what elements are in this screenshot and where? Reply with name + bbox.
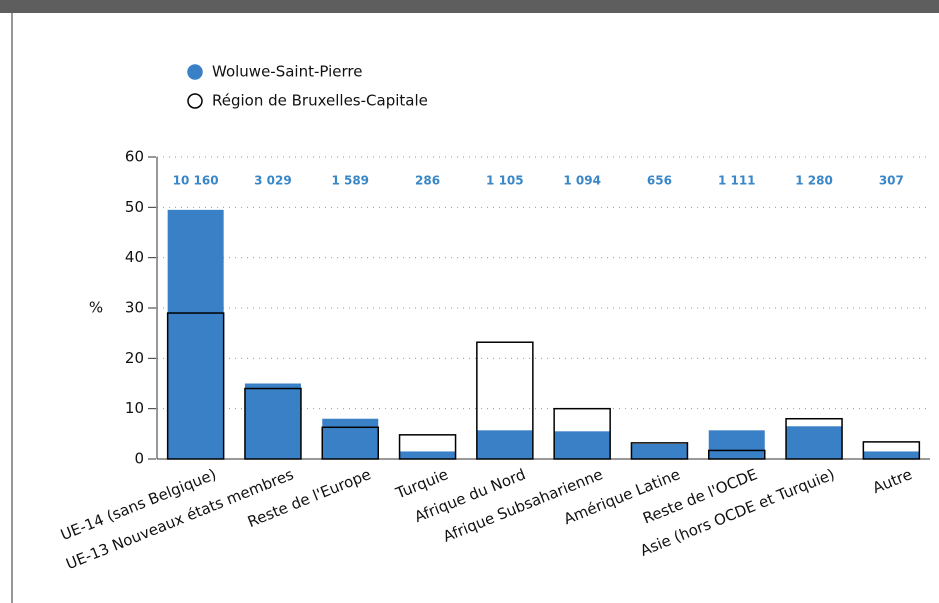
legend-label: Région de Bruxelles-Capitale xyxy=(212,92,428,110)
outline-bar xyxy=(862,441,921,460)
header-bar xyxy=(0,0,939,13)
bar xyxy=(708,430,765,459)
bar xyxy=(244,383,301,459)
bar xyxy=(554,431,611,459)
outline-bar xyxy=(321,426,379,460)
count-label: 1 111 xyxy=(718,174,756,188)
y-tick-label: 40 xyxy=(125,248,144,266)
legend-label: Woluwe-Saint-Pierre xyxy=(212,63,362,81)
bar xyxy=(863,451,920,459)
outline-bar xyxy=(476,341,534,460)
outline-bar xyxy=(398,434,457,460)
y-tick-label: 20 xyxy=(125,349,144,367)
outline-bar xyxy=(244,387,302,460)
y-tick-label: 10 xyxy=(125,399,144,417)
count-label: 1 280 xyxy=(795,174,833,188)
y-tick-label: 50 xyxy=(125,198,144,216)
outline-bar xyxy=(166,312,225,460)
count-label: 286 xyxy=(415,174,440,188)
x-tick-label: Autre xyxy=(870,465,914,497)
y-tick-label: 0 xyxy=(134,450,144,468)
bar xyxy=(631,443,688,459)
bar xyxy=(399,451,456,459)
y-tick-label: 60 xyxy=(125,148,144,166)
bar xyxy=(322,418,379,459)
y-axis-label: % xyxy=(89,299,103,317)
outline-bar xyxy=(708,449,766,460)
count-label: 1 105 xyxy=(486,174,524,188)
count-label: 1 094 xyxy=(563,174,601,188)
y-tick-label: 30 xyxy=(125,299,144,317)
outline-bar xyxy=(553,407,611,460)
count-label: 656 xyxy=(647,174,672,188)
bar xyxy=(786,426,843,459)
count-label: 3 029 xyxy=(254,174,292,188)
count-label: 10 160 xyxy=(173,174,219,188)
bar xyxy=(476,430,533,459)
count-label: 1 589 xyxy=(331,174,369,188)
legend-marker xyxy=(187,64,203,80)
outline-bar xyxy=(785,417,843,460)
count-label: 307 xyxy=(879,174,904,188)
legend-marker xyxy=(187,93,203,109)
bar xyxy=(167,209,224,459)
outline-bar xyxy=(630,442,689,460)
